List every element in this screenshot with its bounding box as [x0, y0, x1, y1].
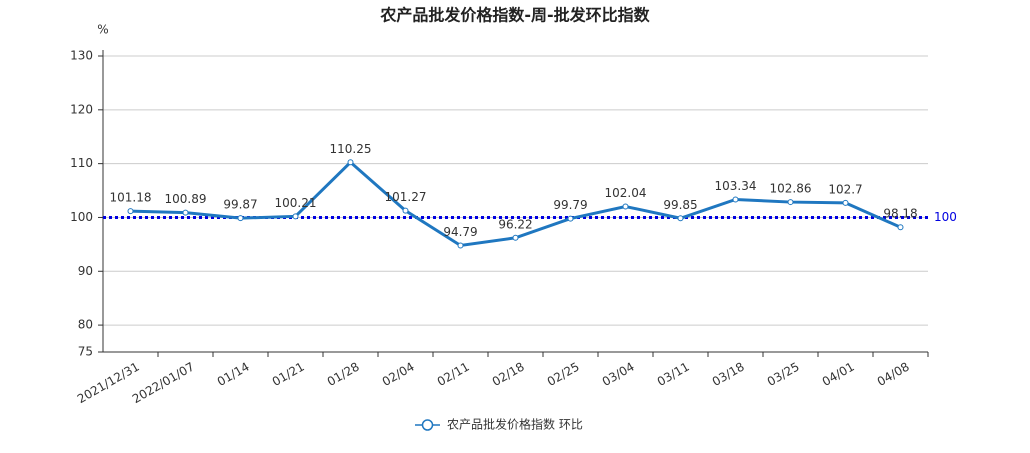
x-tick-label: 02/25: [545, 360, 582, 389]
x-tick-label: 02/18: [490, 360, 527, 389]
point: [182, 209, 189, 216]
reference-label: 100: [934, 210, 957, 224]
y-tick-label: 100: [70, 210, 93, 224]
point: [842, 199, 849, 206]
value-label: 101.27: [385, 190, 427, 204]
value-label: 101.18: [110, 191, 152, 205]
value-label: 100.89: [165, 192, 207, 206]
point: [787, 199, 794, 206]
value-label: 103.34: [715, 179, 757, 193]
value-label: 99.79: [553, 198, 587, 212]
value-label: 102.7: [828, 182, 862, 196]
point: [292, 213, 299, 220]
value-label: 96.22: [498, 217, 532, 231]
chart-title: 农产品批发价格指数-周-批发环比指数: [379, 6, 650, 25]
x-tick-label: 04/01: [820, 360, 857, 389]
point: [622, 203, 629, 210]
x-tick-label: 03/18: [710, 360, 747, 389]
value-label: 94.79: [443, 225, 477, 239]
value-label: 102.86: [770, 182, 812, 196]
x-tick-label: 02/04: [380, 360, 417, 389]
x-tick-label: 04/08: [875, 360, 912, 389]
y-unit: %: [97, 23, 108, 37]
y-tick-label: 110: [70, 156, 93, 170]
value-label: 110.25: [330, 142, 372, 156]
y-tick-label: 80: [78, 318, 93, 332]
y-tick-label: 120: [70, 102, 93, 116]
point: [237, 215, 244, 222]
y-tick-label: 130: [70, 49, 93, 63]
value-label: 98.18: [883, 207, 917, 221]
point: [457, 242, 464, 249]
point: [732, 196, 739, 203]
x-tick-label: 01/14: [215, 360, 252, 389]
point: [512, 234, 519, 241]
point: [127, 208, 134, 215]
value-label: 102.04: [605, 186, 647, 200]
x-tick-label: 03/04: [600, 360, 637, 389]
y-tick-label: 75: [78, 345, 93, 359]
x-tick-label: 02/11: [435, 360, 472, 389]
value-label: 100.21: [275, 196, 317, 210]
value-label: 99.85: [663, 198, 697, 212]
point: [677, 215, 684, 222]
point: [347, 159, 354, 166]
legend-label: 农产品批发价格指数 环比: [447, 417, 583, 432]
x-tick-label: 03/11: [655, 360, 692, 389]
x-tick-label: 2022/01/07: [130, 360, 197, 407]
x-tick-label: 01/21: [270, 360, 307, 389]
legend-marker: [421, 419, 434, 431]
point: [402, 207, 409, 214]
point: [567, 215, 574, 222]
point: [897, 224, 904, 231]
x-tick-label: 03/25: [765, 360, 802, 389]
x-tick-label: 01/28: [325, 360, 362, 389]
value-label: 99.87: [223, 198, 257, 212]
y-tick-label: 90: [78, 264, 93, 278]
